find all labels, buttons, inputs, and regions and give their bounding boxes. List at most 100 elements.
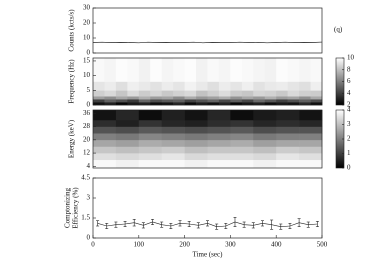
heat-cell <box>218 58 231 82</box>
heat-cell <box>184 90 197 97</box>
heat-cell <box>230 126 254 134</box>
y-axis-label: Energy (keV) <box>68 119 76 158</box>
y-tick-label: 15 <box>83 57 91 65</box>
heat-cell <box>276 159 300 169</box>
heat-cell <box>196 102 208 106</box>
heat-cell <box>310 102 323 106</box>
heat-cell <box>138 133 162 141</box>
y-tick-label: 28 <box>83 122 91 130</box>
heat-cell <box>184 96 197 100</box>
heat-cell <box>207 133 231 141</box>
heat-cell <box>207 58 220 82</box>
heat-cell <box>184 102 197 106</box>
heat-cell <box>173 58 185 82</box>
heat-cell <box>253 146 277 154</box>
heat-cell <box>93 81 105 91</box>
heat-cell <box>138 119 162 127</box>
heat-cell <box>287 96 300 100</box>
heat-cell <box>196 99 208 103</box>
line <box>92 41 323 44</box>
colorbar-label: 2 <box>347 135 351 143</box>
x-axis-label: Time (sec) <box>193 251 224 259</box>
heat-cell <box>161 153 185 161</box>
heat-cell <box>161 96 174 100</box>
heat-cell <box>93 153 117 161</box>
x-tick-label: 500 <box>317 241 328 249</box>
heat-cell <box>276 126 300 134</box>
heat-cell <box>241 99 254 103</box>
heat-cell <box>299 146 323 154</box>
annotation: (q) <box>334 26 343 34</box>
colorbar-label: 4 <box>347 106 351 114</box>
heat-cell <box>173 102 185 106</box>
heat-cell <box>276 119 300 127</box>
y-tick-label: 20 <box>83 19 91 27</box>
heat-cell <box>138 81 151 91</box>
heat-cell <box>93 102 105 106</box>
heat-cell <box>104 81 117 91</box>
heat-cell <box>104 99 117 103</box>
heat-cell <box>207 99 220 103</box>
heat-cell <box>230 96 243 100</box>
heat-cell <box>287 58 300 82</box>
heat-cell <box>196 96 208 100</box>
colorbar-label: 0 <box>347 164 351 172</box>
heat-cell <box>276 96 288 100</box>
heat-cell <box>115 126 140 134</box>
heat-cell <box>138 126 162 134</box>
colorbar-label: 3 <box>347 120 351 128</box>
heat-cell <box>253 96 266 100</box>
heat-cell <box>253 99 266 103</box>
heat-cell <box>310 81 323 91</box>
x-tick-label: 0 <box>91 241 95 249</box>
heat-cell <box>138 102 151 106</box>
heat-cell <box>264 99 277 103</box>
heat-cell <box>241 90 254 97</box>
heat-cell <box>93 119 117 127</box>
heat-cell <box>115 102 128 106</box>
colorbar-label: 10 <box>347 54 355 62</box>
heat-cell <box>150 81 162 91</box>
heat-cell <box>115 99 128 103</box>
y-tick-label: 20 <box>83 135 91 143</box>
heat-cell <box>276 90 288 97</box>
y-tick-label: 1.5 <box>81 214 90 222</box>
heat-cell <box>218 90 231 97</box>
x-tick-label: 300 <box>225 241 236 249</box>
heat-cell <box>276 146 300 154</box>
heat-cell <box>127 58 140 82</box>
heat-cell <box>104 90 117 97</box>
heat-cell <box>196 58 208 82</box>
heat-cell <box>253 81 266 91</box>
heat-cell <box>93 99 105 103</box>
heat-cell <box>207 119 231 127</box>
heat-cell <box>310 58 323 82</box>
heat-cell <box>173 96 185 100</box>
heat-cell <box>207 90 220 97</box>
heat-cell <box>276 110 300 121</box>
heat-cell <box>299 153 323 161</box>
heat-cell <box>299 159 323 169</box>
heat-cell <box>241 102 254 106</box>
heat-cell <box>230 81 243 91</box>
heat-cell <box>287 81 300 91</box>
heat-cell <box>287 90 300 97</box>
heat-cell <box>218 81 231 91</box>
heat-cell <box>207 139 231 147</box>
heat-cell <box>161 126 185 134</box>
heat-cell <box>173 90 185 97</box>
y-tick-label: 4.5 <box>81 174 90 182</box>
heat-cell <box>138 153 162 161</box>
heat-cell <box>299 126 323 134</box>
heat-cell <box>173 81 185 91</box>
heat-cell <box>253 58 266 82</box>
heat-cell <box>276 102 288 106</box>
heat-cell <box>184 139 208 147</box>
heat-cell <box>184 81 197 91</box>
heat-cell <box>161 159 185 169</box>
heat-cell <box>138 58 151 82</box>
heat-cell <box>253 90 266 97</box>
heat-cell <box>264 96 277 100</box>
heat-cell <box>264 81 277 91</box>
heat-cell <box>115 153 140 161</box>
